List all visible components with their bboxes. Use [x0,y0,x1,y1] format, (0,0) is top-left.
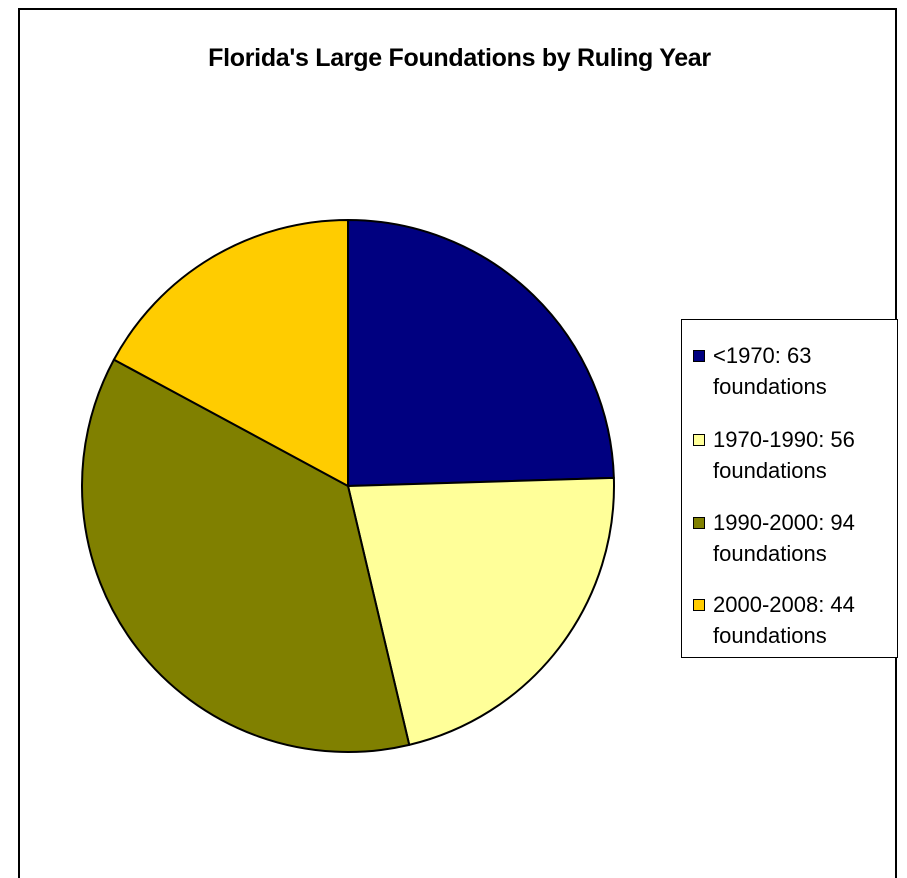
legend: <1970: 63 foundations 1970-1990: 56 found… [681,319,898,658]
legend-swatch [693,350,705,362]
chart-area: Florida's Large Foundations by Ruling Ye… [18,8,898,878]
legend-swatch [693,517,705,529]
pie-slice-1970-1990 [347,476,615,746]
legend-label: 1990-2000: 94 foundations [713,510,855,566]
pie-slice-2000-2008 [112,219,349,487]
pie-slice-1990-2000 [81,358,411,753]
pie-chart [81,219,615,753]
legend-swatch [693,434,705,446]
legend-label: 1970-1990: 56 foundations [713,427,855,483]
chart-title: Florida's Large Foundations by Ruling Ye… [208,44,711,72]
legend-swatch [693,599,705,611]
legend-label: <1970: 63 foundations [713,343,827,399]
legend-label: 2000-2008: 44 foundations [713,592,855,648]
pie-slice-1970 [347,219,615,487]
